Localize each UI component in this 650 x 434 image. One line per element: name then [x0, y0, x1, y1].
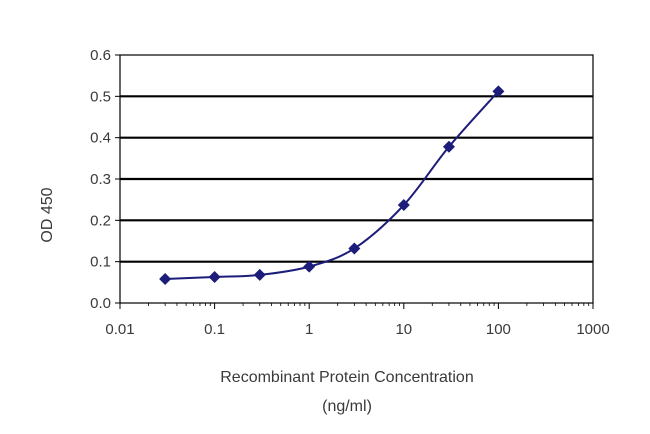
data-point-marker — [208, 270, 221, 283]
x-tick-label: 1000 — [576, 321, 609, 338]
data-point-marker — [348, 242, 361, 255]
y-tick-label: 0.1 — [90, 254, 111, 271]
x-tick-label: 100 — [486, 321, 511, 338]
y-tick-label: 0.5 — [90, 88, 111, 105]
gridlines — [120, 95, 593, 263]
x-axis-ticks: 0.01 0.1 1 10 100 1000 — [105, 303, 610, 338]
y-axis-ticks: 0.0 0.1 0.2 0.3 0.4 0.5 0.6 — [90, 47, 120, 312]
y-tick-label: 0.3 — [90, 171, 111, 188]
data-point-marker — [253, 268, 266, 281]
data-point-marker — [492, 85, 505, 98]
data-point-marker — [303, 260, 316, 273]
y-tick-label: 0.2 — [90, 212, 111, 229]
data-point-marker — [442, 140, 455, 153]
data-point-marker — [397, 199, 410, 212]
y-tick-label: 0.0 — [90, 295, 111, 312]
y-tick-label: 0.6 — [90, 47, 111, 64]
x-tick-label: 0.1 — [204, 321, 225, 338]
x-tick-label: 0.01 — [105, 321, 134, 338]
x-axis-title: Recombinant Protein Concentration — [220, 369, 473, 386]
data-point-marker — [159, 273, 172, 286]
data-series — [159, 85, 505, 286]
y-axis-title: OD 450 — [39, 187, 56, 242]
x-tick-label: 10 — [395, 321, 412, 338]
x-axis-unit: (ng/ml) — [322, 398, 372, 415]
x-tick-label: 1 — [305, 321, 313, 338]
y-tick-label: 0.4 — [90, 130, 111, 147]
